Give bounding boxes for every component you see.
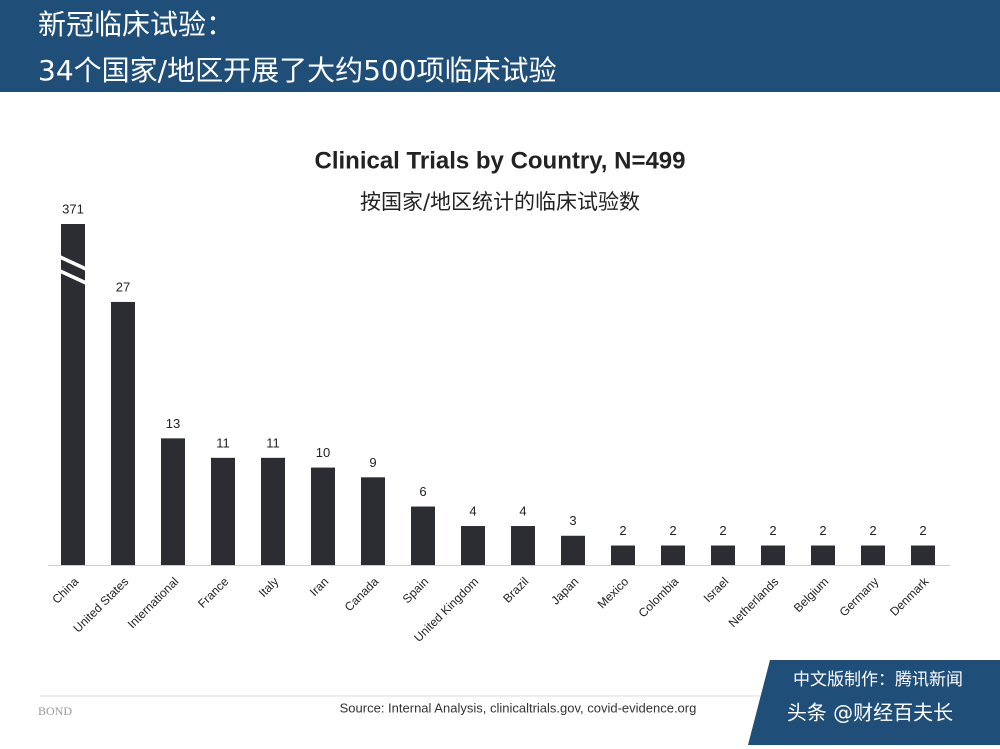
value-label: 3 (569, 513, 576, 528)
x-tick-label: Brazil (500, 574, 531, 605)
bar (561, 535, 585, 565)
x-tick-label: China (49, 574, 81, 606)
value-label: 13 (166, 416, 180, 431)
x-tick-label: France (195, 574, 232, 611)
value-label: 2 (919, 523, 926, 538)
bar (661, 545, 685, 565)
bar (711, 545, 735, 565)
header-bar (0, 0, 1000, 92)
x-tick-label: Iran (307, 574, 332, 599)
value-label: 2 (719, 523, 726, 538)
bar (911, 545, 935, 565)
bar (511, 526, 535, 565)
value-label: 11 (216, 435, 230, 450)
bar (311, 467, 335, 565)
bar (161, 438, 185, 565)
bar (111, 301, 135, 565)
value-label: 2 (619, 523, 626, 538)
value-label: 2 (869, 523, 876, 538)
bar (211, 457, 235, 565)
header-title: 新冠临床试验： (38, 8, 234, 41)
source: Source: Internal Analysis, clinicaltrial… (340, 700, 697, 715)
bar (261, 457, 285, 565)
brand: BOND (38, 704, 72, 718)
value-label: 6 (419, 484, 426, 499)
bar (461, 526, 485, 565)
badge: 中文版制作：腾讯新闻 (793, 670, 963, 690)
x-tick-label: Denmark (887, 574, 932, 619)
x-tick-label: Spain (400, 574, 432, 606)
value-label: 4 (519, 503, 526, 518)
x-tick-label: Mexico (595, 574, 632, 611)
x-tick-label: Israel (701, 574, 732, 605)
header-subtitle: 34个国家/地区开展了大约500项临床试验 (38, 54, 557, 87)
x-tick-label: Netherlands (726, 574, 782, 630)
value-label: 9 (369, 455, 376, 470)
x-tick-label: International (125, 574, 182, 631)
x-tick-label: Colombia (636, 574, 682, 620)
value-label: 11 (266, 435, 280, 450)
value-label: 2 (769, 523, 776, 538)
bar (811, 545, 835, 565)
credit: 头条 @财经百夫长 (787, 701, 953, 725)
x-tick-label: Japan (548, 574, 581, 607)
value-label: 371 (62, 201, 84, 216)
chart-subtitle: 按国家/地区统计的临床试验数 (360, 190, 640, 214)
bar (411, 506, 435, 565)
x-tick-label: Canada (342, 574, 382, 614)
value-label: 27 (116, 279, 130, 294)
bar (761, 545, 785, 565)
bar (861, 545, 885, 565)
x-tick-label: Belgium (791, 574, 832, 615)
value-label: 2 (669, 523, 676, 538)
badge-bg (748, 660, 1000, 745)
bar (611, 545, 635, 565)
x-tick-label: Italy (256, 574, 281, 599)
value-label: 10 (316, 445, 330, 460)
axis-break (60, 268, 86, 285)
axis-break (60, 254, 86, 271)
chart-title: Clinical Trials by Country, N=499 (314, 147, 685, 174)
bar (361, 477, 385, 565)
x-tick-label: Germany (837, 574, 882, 619)
value-label: 4 (469, 503, 476, 518)
value-label: 2 (819, 523, 826, 538)
